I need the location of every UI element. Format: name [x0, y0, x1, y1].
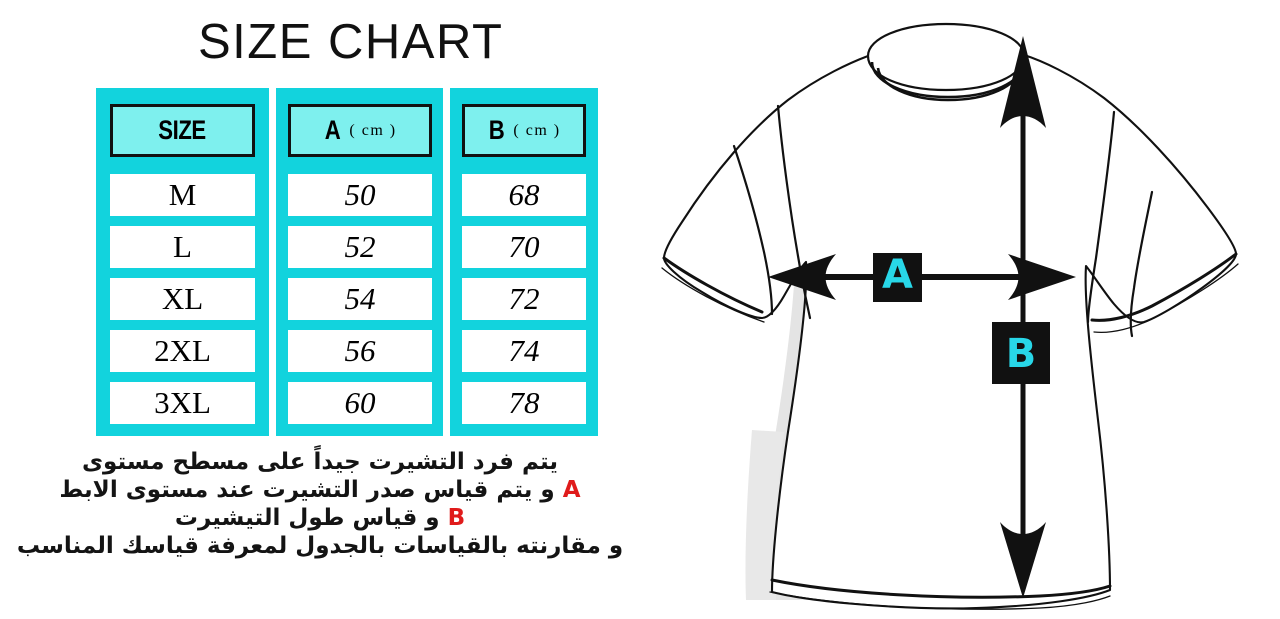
collar: [866, 22, 1026, 92]
bottom-hem: [769, 578, 1112, 610]
table-row: [462, 226, 586, 268]
table-header-a-label: A: [325, 115, 341, 145]
table-header-a: A ( cm ): [288, 104, 432, 157]
seam-lines: [732, 104, 1154, 338]
table-row: [462, 382, 586, 424]
table-header-b-unit: ( cm ): [513, 121, 561, 139]
cell-a: 56: [344, 333, 376, 368]
tshirt-diagram: A B: [640, 0, 1280, 619]
table-header-b: B ( cm ): [462, 104, 586, 157]
cell-size: 2XL: [154, 333, 211, 368]
cell-a: 50: [344, 177, 376, 212]
table-row: [288, 174, 432, 216]
table-row: [462, 330, 586, 372]
badge-a-label: A: [882, 252, 913, 298]
table-row: [110, 226, 255, 268]
badge-b-label: B: [1006, 331, 1037, 377]
table-row: [110, 330, 255, 372]
table-row: [462, 278, 586, 320]
table-row: [288, 330, 432, 372]
cell-a: 60: [344, 385, 376, 420]
table-row: [110, 174, 255, 216]
page-title: SIZE CHART: [198, 15, 504, 69]
badge-b: B: [992, 322, 1050, 384]
instruction-line-3-text: و قياس طول التيشيرت: [174, 505, 440, 531]
cell-size: XL: [161, 281, 204, 316]
tshirt-outline: [662, 53, 1238, 610]
instruction-line-2: A و يتم قياس صدر التشيرت عند مستوى الابط: [0, 476, 640, 504]
instruction-line-2-text: و يتم قياس صدر التشيرت عند مستوى الابط: [59, 477, 555, 503]
cell-b: 68: [508, 177, 540, 212]
table-header-size-label: SIZE: [158, 115, 207, 145]
sleeve-hems: [661, 252, 1239, 334]
badge-a: A: [873, 252, 922, 302]
size-table: SIZE A ( cm ) B ( cm ) M 50 68 L 52 70: [96, 88, 598, 436]
instructions: يتم فرد التشيرت جيداً على مسطح مستوى A و…: [0, 448, 640, 560]
cell-b: 72: [508, 281, 540, 316]
size-chart-panel: SIZE CHART SIZE A ( cm ) B ( cm ) M: [0, 15, 640, 560]
table-header-b-label: B: [489, 115, 505, 145]
table-row: [462, 174, 586, 216]
table-header-a-unit: ( cm ): [349, 121, 397, 139]
cell-size: M: [168, 177, 197, 212]
instruction-line-4: و مقارنته بالقياسات بالجدول لمعرفة قياسك…: [16, 533, 624, 559]
cell-b: 74: [508, 333, 540, 368]
instruction-line-3: B و قياس طول التيشيرت: [0, 504, 640, 532]
cell-b: 78: [508, 385, 540, 420]
marker-b: B: [447, 505, 466, 531]
table-row: [288, 226, 432, 268]
table-header-size: SIZE: [110, 104, 255, 157]
cell-size: 3XL: [154, 385, 211, 420]
instruction-line-1: يتم فرد التشيرت جيداً على مسطح مستوى: [81, 449, 559, 475]
table-row: [110, 382, 255, 424]
cell-a: 54: [344, 281, 376, 316]
cell-size: L: [173, 229, 192, 264]
cell-a: 52: [344, 229, 376, 264]
cell-b: 70: [508, 229, 540, 264]
table-row: [288, 382, 432, 424]
table-row: [288, 278, 432, 320]
marker-a: A: [562, 477, 581, 503]
table-row: [110, 278, 255, 320]
